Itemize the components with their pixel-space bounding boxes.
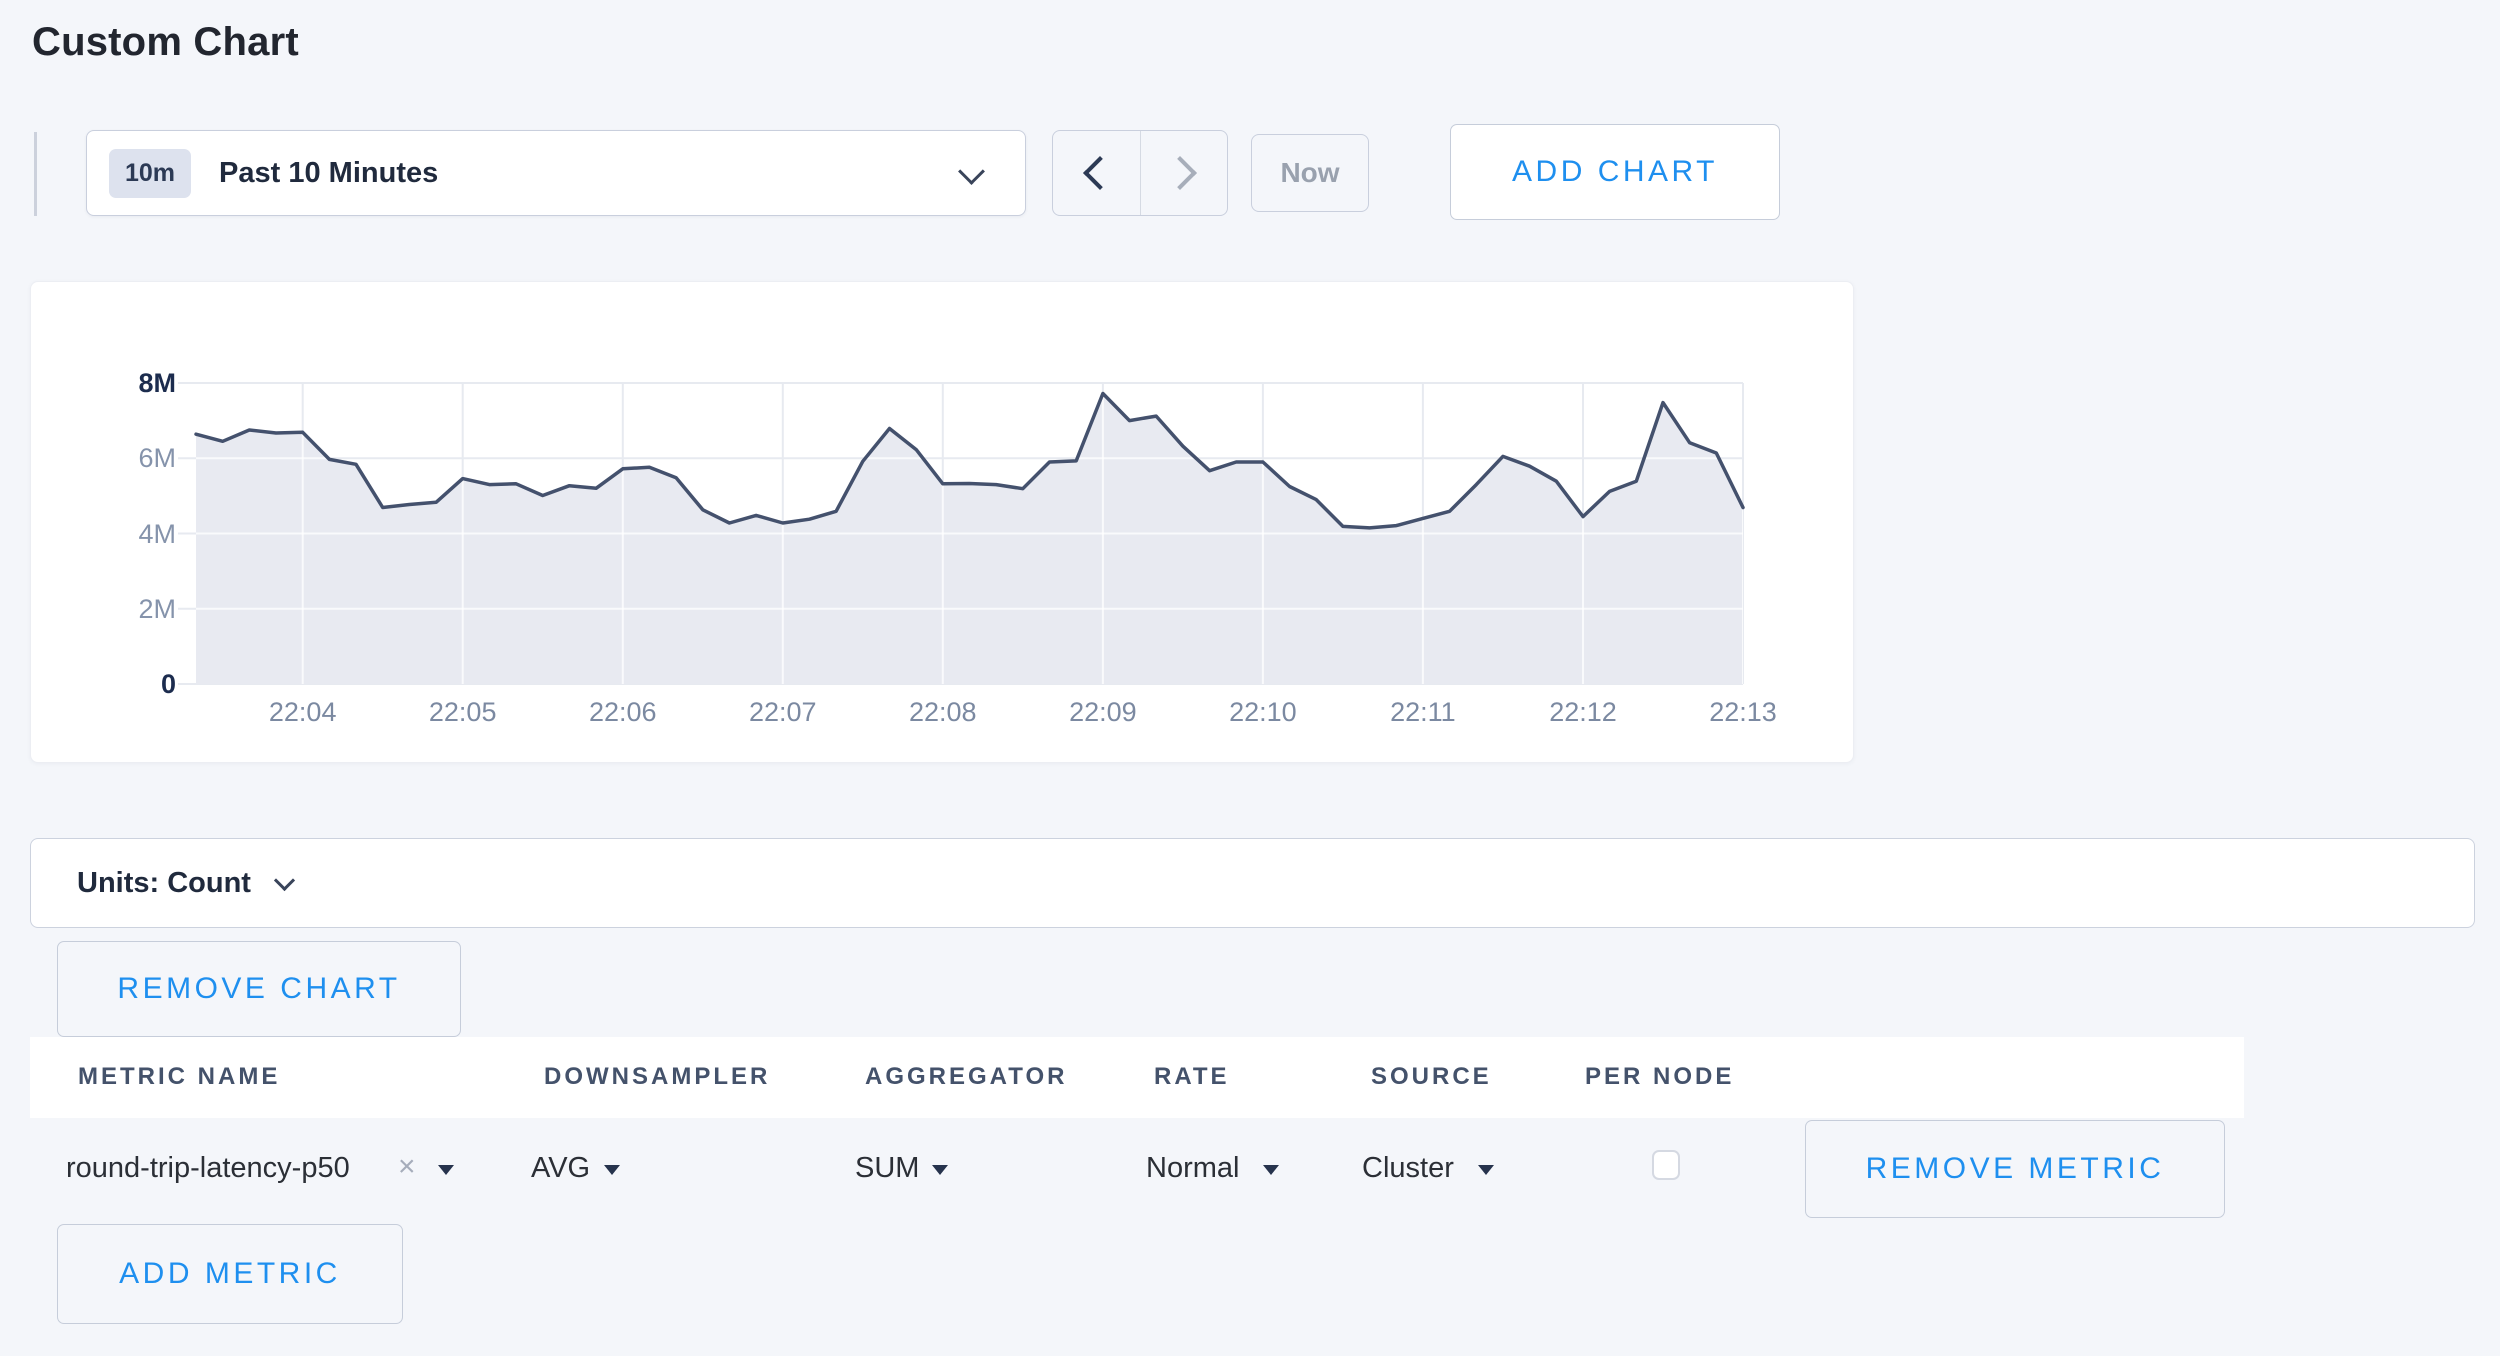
per-node-checkbox[interactable] xyxy=(1652,1150,1680,1180)
add-metric-label: ADD METRIC xyxy=(119,1257,341,1290)
chevron-down-icon xyxy=(958,158,985,185)
add-metric-button[interactable]: ADD METRIC xyxy=(57,1224,403,1324)
time-range-badge: 10m xyxy=(109,148,192,198)
source-dropdown[interactable]: Cluster xyxy=(1362,1152,1454,1184)
column-header-per-node: PER NODE xyxy=(1585,1063,1735,1090)
y-axis-tick-label: 6M xyxy=(138,443,176,474)
step-forward-button[interactable] xyxy=(1139,131,1228,215)
remove-chart-button[interactable]: REMOVE CHART xyxy=(57,941,461,1037)
chevron-down-icon xyxy=(273,869,296,891)
column-header-rate: RATE xyxy=(1154,1063,1230,1090)
time-range-dropdown[interactable]: 10m Past 10 Minutes xyxy=(86,130,1026,216)
remove-tag-icon[interactable]: × xyxy=(398,1150,416,1183)
x-axis-tick-label: 22:05 xyxy=(428,697,497,727)
caret-down-icon[interactable] xyxy=(1263,1165,1279,1175)
remove-metric-label: REMOVE METRIC xyxy=(1865,1152,2165,1185)
x-axis-tick-label: 22:07 xyxy=(749,697,817,727)
y-axis-tick-label: 8M xyxy=(138,368,176,398)
remove-chart-label: REMOVE CHART xyxy=(117,972,401,1005)
step-back-button[interactable] xyxy=(1053,131,1140,215)
time-step-buttons xyxy=(1052,130,1228,216)
x-axis-tick-label: 22:04 xyxy=(268,697,337,727)
x-axis-tick-label: 22:12 xyxy=(1549,697,1617,727)
y-axis-tick-label: 0 xyxy=(160,669,176,699)
x-axis-tick-label: 22:11 xyxy=(1390,697,1456,727)
column-header-aggregator: AGGREGATOR xyxy=(865,1063,1068,1090)
page-title: Custom Chart xyxy=(32,20,299,64)
caret-down-icon[interactable] xyxy=(932,1165,948,1175)
column-header-downsampler: DOWNSAMPLER xyxy=(544,1063,771,1090)
caret-down-icon[interactable] xyxy=(1478,1165,1494,1175)
y-axis-tick-label: 4M xyxy=(138,518,176,549)
caret-down-icon[interactable] xyxy=(604,1165,620,1175)
x-axis-tick-label: 22:10 xyxy=(1229,697,1297,727)
now-button-label: Now xyxy=(1280,157,1340,188)
now-button[interactable]: Now xyxy=(1251,134,1369,212)
x-axis-tick-label: 22:08 xyxy=(909,697,977,727)
y-axis-tick-label: 2M xyxy=(138,593,176,624)
section-accent-rule xyxy=(34,132,37,216)
remove-metric-button[interactable]: REMOVE METRIC xyxy=(1805,1120,2225,1218)
metric-name-dropdown[interactable]: round-trip-latency-p50 xyxy=(66,1152,350,1184)
metrics-table-header: METRIC NAME DOWNSAMPLER AGGREGATOR RATE … xyxy=(30,1037,2244,1118)
chevron-right-icon xyxy=(1162,156,1197,190)
add-chart-label: ADD CHART xyxy=(1512,155,1718,188)
chart-panel: 0 2M 4M 6M 8M 22:04 22:05 22:06 22:07 22:08 22:09… xyxy=(30,281,1854,763)
units-dropdown-label: Units: Count xyxy=(77,866,251,899)
x-axis-tick-label: 22:09 xyxy=(1069,697,1137,727)
aggregator-dropdown[interactable]: SUM xyxy=(855,1152,920,1184)
x-axis-tick-label: 22:06 xyxy=(589,697,657,727)
column-header-metric-name: METRIC NAME xyxy=(78,1063,281,1090)
column-header-source: SOURCE xyxy=(1371,1063,1492,1090)
time-range-label: Past 10 Minutes xyxy=(219,156,439,189)
rate-dropdown[interactable]: Normal xyxy=(1146,1152,1240,1184)
caret-down-icon[interactable] xyxy=(438,1165,454,1175)
units-dropdown[interactable]: Units: Count xyxy=(30,838,2475,928)
downsampler-dropdown[interactable]: AVG xyxy=(531,1152,591,1184)
timeseries-area-chart[interactable] xyxy=(178,382,1745,685)
add-chart-button[interactable]: ADD CHART xyxy=(1450,124,1780,220)
chevron-left-icon xyxy=(1083,156,1118,190)
x-axis-tick-label: 22:13 xyxy=(1709,697,1777,727)
